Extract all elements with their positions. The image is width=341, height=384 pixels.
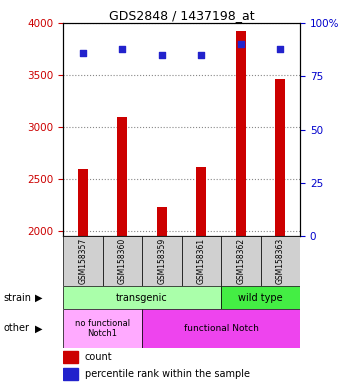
Bar xyxy=(103,236,142,286)
Point xyxy=(238,41,243,47)
Bar xyxy=(157,207,167,236)
Bar xyxy=(63,351,78,363)
Point xyxy=(80,50,86,56)
Text: ▶: ▶ xyxy=(35,323,43,333)
Bar xyxy=(236,31,246,236)
Title: GDS2848 / 1437198_at: GDS2848 / 1437198_at xyxy=(109,9,254,22)
Text: GSM158361: GSM158361 xyxy=(197,238,206,284)
Bar xyxy=(221,286,300,309)
Text: GSM158359: GSM158359 xyxy=(157,238,166,284)
Text: GSM158360: GSM158360 xyxy=(118,238,127,284)
Point xyxy=(198,52,204,58)
Bar xyxy=(63,236,103,286)
Text: ▶: ▶ xyxy=(35,293,43,303)
Text: GSM158363: GSM158363 xyxy=(276,238,285,284)
Bar xyxy=(142,236,181,286)
Point xyxy=(120,46,125,52)
Text: other: other xyxy=(3,323,29,333)
Text: GSM158362: GSM158362 xyxy=(236,238,245,284)
Bar xyxy=(276,79,285,236)
Point xyxy=(159,52,165,58)
Text: no functional
Notch1: no functional Notch1 xyxy=(75,319,130,338)
Point xyxy=(278,46,283,52)
Bar xyxy=(63,309,142,348)
Text: GSM158357: GSM158357 xyxy=(78,238,87,284)
Bar xyxy=(63,286,221,309)
Text: count: count xyxy=(85,352,113,362)
Text: wild type: wild type xyxy=(238,293,283,303)
Bar xyxy=(142,309,300,348)
Text: strain: strain xyxy=(3,293,31,303)
Bar xyxy=(221,236,261,286)
Text: functional Notch: functional Notch xyxy=(184,324,258,333)
Bar xyxy=(78,169,88,236)
Bar xyxy=(181,236,221,286)
Bar xyxy=(63,368,78,381)
Text: percentile rank within the sample: percentile rank within the sample xyxy=(85,369,250,379)
Bar xyxy=(261,236,300,286)
Bar xyxy=(196,167,206,236)
Text: transgenic: transgenic xyxy=(116,293,168,303)
Bar xyxy=(117,117,127,236)
